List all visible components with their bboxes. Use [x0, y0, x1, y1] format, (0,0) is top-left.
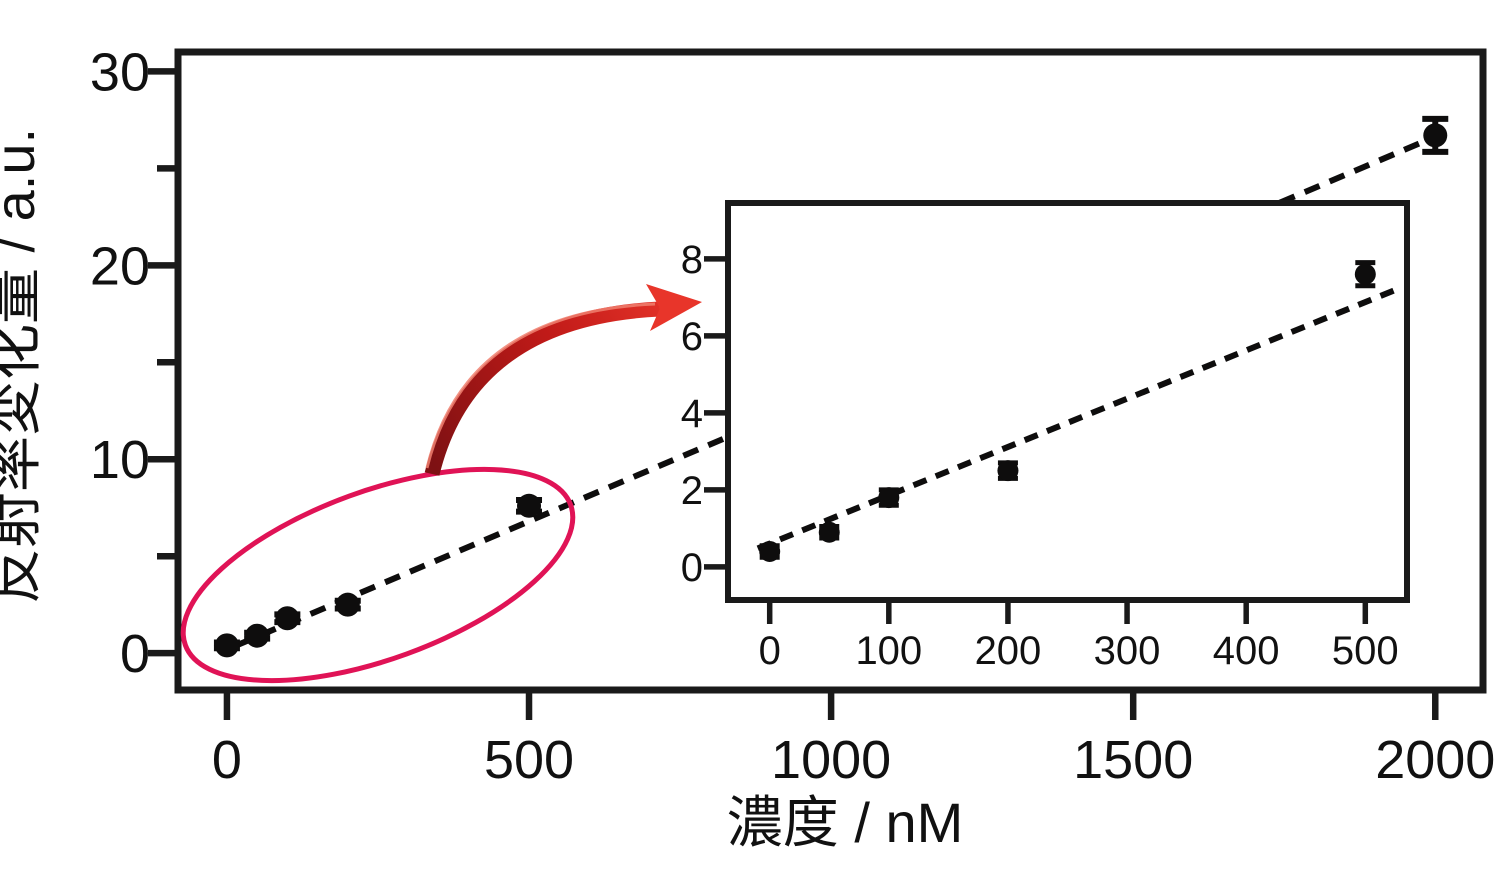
inset-y-tick-label: 8: [681, 238, 703, 282]
zoom-arrow: [424, 284, 702, 476]
inset-data-point: [818, 521, 840, 543]
inset-y-tick-label: 4: [681, 392, 703, 436]
inset-y-tick-label: 0: [681, 546, 703, 590]
inset-x-tick-label: 0: [759, 629, 781, 673]
main-data-point: [1423, 123, 1448, 148]
inset-x-tick-label: 400: [1213, 629, 1280, 673]
inset-x-tick-label: 300: [1094, 629, 1161, 673]
main-x-tick-label: 0: [212, 730, 242, 790]
inset-trend-line: [756, 287, 1397, 552]
main-data-point: [275, 606, 300, 631]
main-y-tick-label: 30: [90, 42, 150, 102]
inset-data-point: [1354, 263, 1376, 285]
zoom-arrow-highlight: [425, 302, 656, 469]
main-y-tick-label: 0: [120, 624, 150, 684]
zoom-arrow-shaft: [424, 301, 661, 476]
inset-y-tick-label: 6: [681, 315, 703, 359]
inset-data-point: [997, 460, 1019, 482]
inset-x-tick-label: 500: [1332, 629, 1399, 673]
main-plot-frame: [174, 48, 1487, 694]
highlight-ellipse: [180, 466, 576, 684]
main-x-tick-label: 500: [484, 730, 574, 790]
main-x-tick-label: 2000: [1375, 730, 1495, 790]
main-data-point: [214, 633, 239, 658]
main-x-tick-label: 1000: [771, 730, 891, 790]
main-y-tick-label: 20: [90, 236, 150, 296]
main-y-tick-label: 10: [90, 430, 150, 490]
inset-box: [725, 200, 1410, 603]
main-x-tick-label: 1500: [1073, 730, 1193, 790]
inset-plot: 0 100 200 300 400 500 0 2 4 6 8: [681, 200, 1410, 673]
main-data-point: [245, 623, 270, 648]
y-axis-title: 反射率変化量 / a.u.: [0, 128, 46, 604]
zoom-arrow-head: [646, 284, 702, 331]
inset-y-tick-label: 2: [681, 469, 703, 513]
main-data-point: [335, 592, 360, 617]
inset-data-point: [759, 540, 781, 562]
inset-x-tick-label: 200: [975, 629, 1042, 673]
inset-data-point: [878, 487, 900, 509]
main-data-point: [517, 493, 542, 518]
inset-x-tick-label: 100: [855, 629, 922, 673]
x-axis-title: 濃度 / nM: [727, 791, 963, 854]
